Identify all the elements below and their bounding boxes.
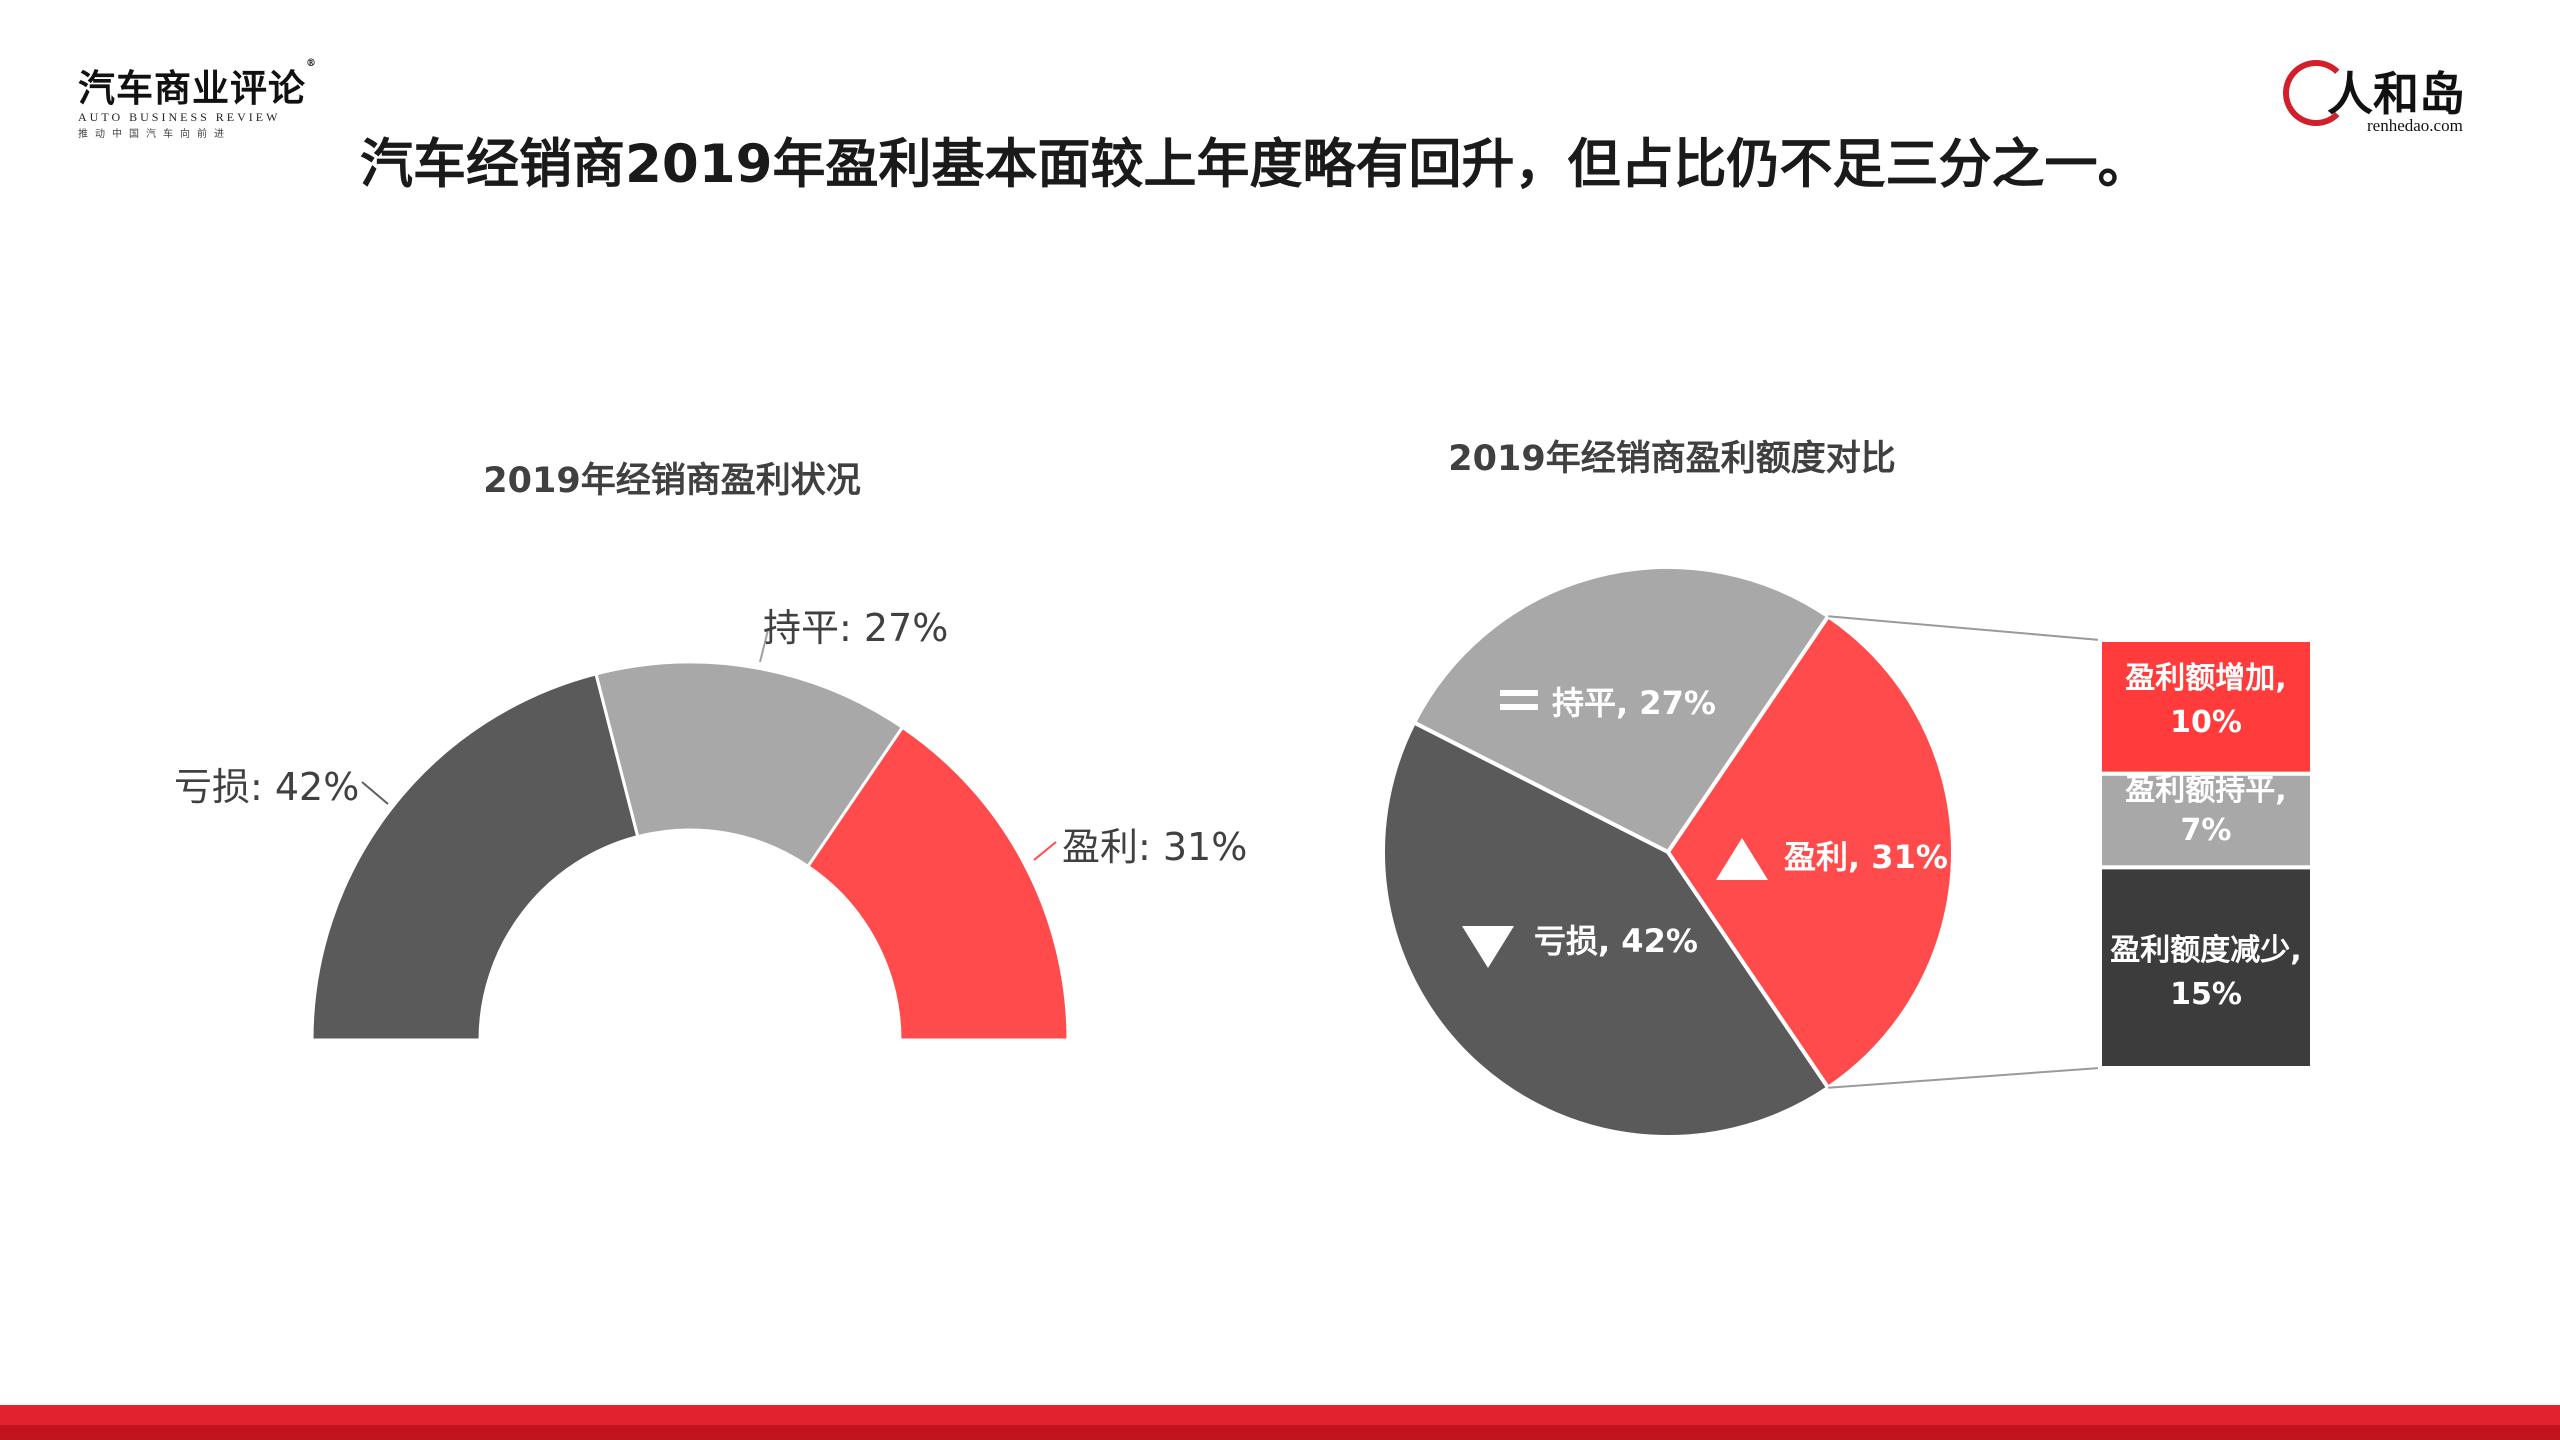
- chart1-label-loss: 亏损: 42%: [174, 765, 359, 809]
- chart-profit-amount: 2019年经销商盈利额度对比 持平, 27% 盈利, 31% 亏损, 42% 盈…: [1381, 439, 2314, 1139]
- chart2-label-profit-group: 盈利, 31%: [1716, 838, 1948, 880]
- triangle-down-icon: [1462, 926, 1514, 968]
- bar-label-increase: 盈利额增加,: [2125, 661, 2286, 696]
- connector-line-bottom: [1828, 1067, 2101, 1089]
- logo-auto-business-review: 汽车商业评论® AUTO BUSINESS REVIEW 推动中国汽车向前进: [78, 58, 318, 140]
- chart2-label-profit: 盈利, 31%: [1784, 838, 1948, 876]
- chart2-breakdown-bar: [2098, 638, 2314, 1070]
- half-donut-slice-flat: [594, 660, 905, 869]
- half-donut-slice-profit: [805, 725, 1070, 1042]
- bar-label-same: 盈利额持平,: [2125, 773, 2286, 808]
- footer-bar: [0, 1405, 2560, 1425]
- pie-slice-profit: [1665, 613, 1955, 1091]
- chart1-label-profit: 盈利: 31%: [1062, 825, 1247, 869]
- logo-left-slogan: 推动中国汽车向前进: [78, 129, 231, 140]
- chart2-slices: [1381, 565, 1955, 1139]
- chart2-label-loss-group: 亏损, 42%: [1462, 922, 1698, 968]
- bar-segment-increase: [2098, 638, 2314, 776]
- chart2-title: 2019年经销商盈利额度对比: [1448, 439, 1895, 479]
- chart2-connector-lines: [1828, 615, 2101, 1089]
- bar-value-same: 7%: [2181, 813, 2232, 848]
- logo-right-name: 人和岛: [2327, 67, 2465, 121]
- leader-line-loss: [361, 781, 389, 805]
- leader-line-profit: [1033, 841, 1057, 861]
- chart1-leader-lines: [361, 629, 1057, 861]
- logo-left-name: 汽车商业评论®: [78, 58, 317, 110]
- logo-ring-icon: [2283, 60, 2349, 126]
- bar-label-decrease: 盈利额度减少,: [2110, 933, 2301, 968]
- chart1-label-flat: 持平: 27%: [763, 606, 948, 650]
- half-donut-slice-loss: [310, 672, 640, 1042]
- chart2-label-flat: 持平, 27%: [1552, 684, 1716, 722]
- chart2-label-flat-group: 持平, 27%: [1500, 684, 1716, 722]
- logo-renhedao: 人和岛 renhedao.com: [2275, 50, 2515, 140]
- bar-segment-decrease: [2098, 865, 2314, 1070]
- logo-left-english: AUTO BUSINESS REVIEW: [78, 110, 281, 124]
- chart1-title: 2019年经销商盈利状况: [483, 461, 860, 501]
- pie-slice-flat: [1411, 565, 1831, 855]
- chart2-label-loss: 亏损, 42%: [1534, 922, 1698, 960]
- footer-bar-dark: [0, 1425, 2560, 1440]
- bar-value-increase: 10%: [2170, 705, 2242, 740]
- bar-segment-same: [2098, 771, 2314, 870]
- page-headline: 汽车经销商2019年盈利基本面较上年度略有回升，但占比仍不足三分之一。: [360, 134, 2151, 195]
- pie-slice-loss: [1381, 719, 1831, 1139]
- chart-profit-status: 2019年经销商盈利状况 亏损: 42% 持平: 27% 盈利: 31%: [174, 461, 1247, 1042]
- logo-right-url: renhedao.com: [2367, 116, 2463, 135]
- triangle-up-icon: [1716, 838, 1768, 880]
- bar-value-decrease: 15%: [2170, 977, 2242, 1012]
- equal-sign-icon-lower: [1500, 704, 1538, 710]
- chart1-slices: [310, 660, 1070, 1042]
- equal-sign-icon: [1500, 690, 1538, 696]
- leader-line-flat: [759, 629, 769, 663]
- connector-line-top: [1828, 615, 2101, 641]
